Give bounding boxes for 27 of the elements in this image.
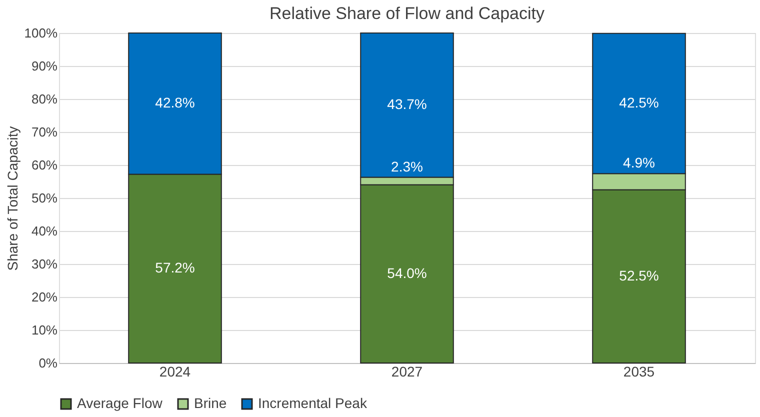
x-tick-label: 2024 [159, 364, 191, 380]
legend-label: Incremental Peak [258, 395, 368, 411]
data-label: 43.7% [387, 96, 427, 112]
data-label: 2.3% [391, 158, 423, 174]
y-tick-label: 0% [38, 356, 58, 370]
x-tick-label: 2027 [391, 364, 423, 380]
y-tick-label: 20% [31, 290, 58, 304]
y-tick-label: 80% [31, 92, 58, 106]
y-tick-label: 10% [31, 322, 58, 338]
y-tick-label: 40% [31, 224, 58, 238]
y-tick-label: 90% [31, 58, 58, 74]
data-label: 4.9% [623, 154, 655, 171]
x-tick-label: 2035 [623, 364, 655, 380]
data-label: 57.2% [155, 260, 195, 276]
chart-title: Relative Share of Flow and Capacity [270, 4, 545, 23]
y-tick-label: 60% [31, 158, 58, 172]
y-tick-label: 50% [31, 190, 58, 206]
y-tick-label: 30% [31, 256, 58, 272]
data-label: 52.5% [619, 267, 659, 284]
y-tick-label: 100% [24, 26, 58, 40]
data-label: 54.0% [387, 264, 427, 281]
y-axis-title: Share of Total Capacity [4, 126, 20, 271]
data-label: 42.8% [155, 94, 195, 111]
legend-label: Average Flow [77, 395, 164, 411]
legend-label: Brine [194, 395, 227, 411]
data-label: 42.5% [619, 94, 659, 110]
y-tick-label: 70% [31, 124, 58, 140]
